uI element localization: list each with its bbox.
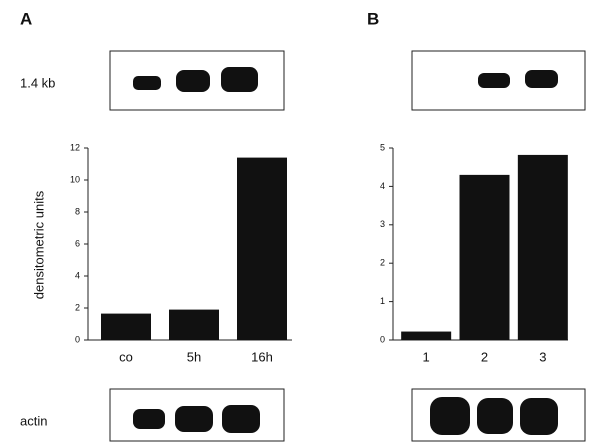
y-tick-label: 1 (380, 296, 385, 306)
bar (401, 332, 451, 340)
y-tick-label: 12 (70, 142, 80, 152)
bar (518, 155, 568, 340)
panel-label: A (20, 9, 32, 28)
bar (237, 158, 287, 340)
blot-b-actin (412, 389, 585, 441)
blot-a-top (110, 51, 284, 110)
bar (460, 175, 510, 340)
blot-b-top (412, 51, 585, 110)
figure: A B 1.4 kb actin densitometric units 0 2 4… (0, 0, 594, 447)
panel-label: B (367, 9, 379, 28)
y-tick-label: 10 (70, 174, 80, 184)
blot-a-actin (110, 389, 284, 441)
blot-label: 1.4 kb (20, 75, 55, 90)
y-tick-label: 5 (380, 142, 385, 152)
y-tick-label: 2 (380, 258, 385, 268)
x-tick-label: 16h (251, 349, 273, 364)
y-tick-label: 2 (75, 302, 80, 312)
bar (101, 314, 151, 340)
blot-label: actin (20, 413, 47, 428)
y-tick-label: 0 (380, 334, 385, 344)
y-tick-label: 6 (75, 238, 80, 248)
y-tick-label: 8 (75, 206, 80, 216)
x-tick-label: 5h (187, 349, 201, 364)
x-tick-label: 2 (481, 349, 488, 364)
y-tick-label: 0 (75, 334, 80, 344)
y-tick-label: 3 (380, 219, 385, 229)
x-tick-label: 1 (423, 349, 430, 364)
y-axis-label: densitometric units (31, 190, 46, 299)
y-tick-label: 4 (75, 270, 80, 280)
x-tick-label: co (119, 349, 133, 364)
y-tick-label: 4 (380, 181, 385, 191)
x-tick-label: 3 (539, 349, 546, 364)
bar (169, 310, 219, 340)
